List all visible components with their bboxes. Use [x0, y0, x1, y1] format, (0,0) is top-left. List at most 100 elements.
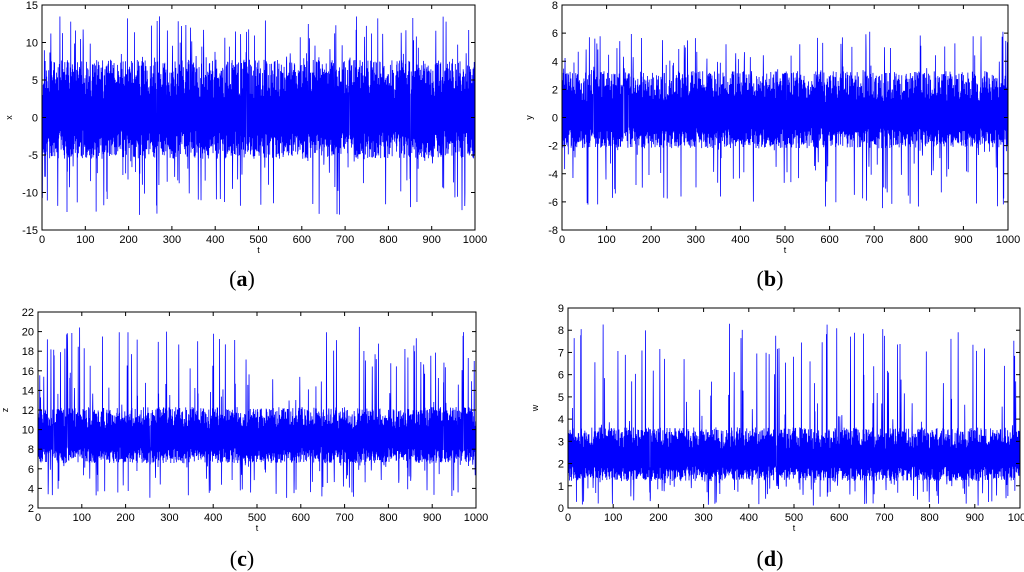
- x-tick-label: 300: [694, 512, 712, 524]
- y-axis-label: w: [530, 404, 540, 412]
- x-tick-label: 1000: [463, 234, 487, 246]
- y-tick-label: 14: [22, 385, 34, 397]
- x-tick-label: 100: [597, 234, 615, 246]
- x-tick-label: 400: [731, 234, 749, 246]
- y-tick-label: -15: [22, 225, 38, 237]
- y-tick-label: 5: [558, 392, 564, 404]
- series-line-y: [561, 31, 1009, 209]
- y-tick-label: 2: [28, 503, 34, 515]
- x-tick-label: 600: [292, 512, 310, 524]
- x-tick-label: 700: [865, 234, 883, 246]
- y-tick-label: -6: [548, 197, 558, 209]
- x-tick-label: 700: [875, 512, 893, 524]
- x-tick-label: 400: [206, 234, 224, 246]
- x-tick-label: 500: [785, 512, 803, 524]
- caption-c: (c): [229, 546, 255, 571]
- x-tick-label: 900: [954, 234, 972, 246]
- x-tick-label: 200: [119, 234, 137, 246]
- x-tick-label: 700: [336, 234, 354, 246]
- x-tick-label: 0: [39, 234, 45, 246]
- y-tick-label: 2: [558, 459, 564, 471]
- chart-c-svg: 0 100 200 300 400 500 600 700 800 900 1000 2 4 6 8 10 12…: [0, 307, 488, 533]
- x-tick-label: 900: [966, 512, 984, 524]
- x-tick-label: 1000: [996, 234, 1020, 246]
- y-tick-label: -4: [548, 169, 558, 181]
- x-tick-label: 300: [687, 234, 705, 246]
- y-tick-label: 1: [558, 481, 564, 493]
- x-tick-label: 800: [379, 512, 397, 524]
- y-tick-label: 16: [22, 366, 34, 378]
- x-tick-label: 300: [160, 512, 178, 524]
- series-line-x: [41, 16, 476, 215]
- x-tick-label: 800: [379, 234, 397, 246]
- y-tick-label: -5: [28, 150, 38, 162]
- y-tick-label: 7: [558, 347, 564, 359]
- chart-panel-b: 0 100 200 300 400 500 600 700 800 900 1000 -8 -6 -4 -2…: [520, 0, 1020, 255]
- y-tick-label: 0: [32, 113, 38, 125]
- y-tick-label: 6: [552, 28, 558, 40]
- y-tick-label: 10: [26, 38, 38, 50]
- y-tick-label: 3: [558, 436, 564, 448]
- x-tick-label: 0: [565, 512, 571, 524]
- chart-a-svg: 0 100 200 300 400 500 600 700 800 900 1000-15-10-5…: [4, 0, 487, 255]
- x-tick-label: 0: [559, 234, 565, 246]
- x-tick-label: 200: [642, 234, 660, 246]
- series-line-w: [567, 323, 1021, 506]
- x-tick-label: 0: [35, 512, 41, 524]
- x-tick-label: 100: [76, 234, 94, 246]
- x-tick-label: 800: [910, 234, 928, 246]
- x-tick-label: 400: [740, 512, 758, 524]
- y-tick-label: 9: [558, 303, 564, 315]
- y-tick-label: 22: [22, 307, 34, 319]
- x-tick-label: 300: [163, 234, 181, 246]
- chart-panel-c: 0 100 200 300 400 500 600 700 800 900 1000 2 4 6 8 10 12…: [0, 296, 500, 536]
- chart-d-svg: 0 100 200 300 400 500 600 700 800 900 1000 0 1 2 3 4 5 6 7…: [530, 303, 1024, 533]
- y-tick-label: 0: [558, 503, 564, 515]
- x-tick-label: 1000: [464, 512, 488, 524]
- y-tick-label: 6: [28, 464, 34, 476]
- x-tick-label: 200: [116, 512, 134, 524]
- y-axis-label: z: [0, 407, 10, 412]
- x-tick-label: 600: [830, 512, 848, 524]
- x-tick-label: 1000: [1008, 512, 1024, 524]
- y-tick-label: 2: [552, 84, 558, 96]
- caption-a: (a): [229, 266, 255, 291]
- y-tick-label: 0: [552, 113, 558, 125]
- y-tick-label: 8: [552, 0, 558, 12]
- caption-d: (d): [756, 546, 784, 571]
- y-axis-label: x: [4, 115, 14, 120]
- x-axis-label: t: [257, 245, 260, 255]
- x-tick-label: 700: [335, 512, 353, 524]
- chart-b-svg: 0 100 200 300 400 500 600 700 800 900 1000 -8 -6 -4 -2…: [524, 0, 1020, 255]
- y-tick-label: 18: [22, 346, 34, 358]
- x-axis-label: t: [256, 523, 259, 533]
- y-tick-label: 8: [28, 444, 34, 456]
- x-tick-label: 500: [248, 512, 266, 524]
- chart-panel-a: 0 100 200 300 400 500 600 700 800 900 1000 -15 -10 -5…: [0, 0, 500, 255]
- caption-b: (b): [756, 266, 784, 291]
- x-tick-label: 500: [776, 234, 794, 246]
- y-tick-label: -8: [548, 225, 558, 237]
- series-line-z: [37, 326, 477, 498]
- x-tick-label: 900: [423, 512, 441, 524]
- x-tick-label: 600: [293, 234, 311, 246]
- y-tick-label: 4: [558, 414, 564, 426]
- y-tick-label: 15: [26, 0, 38, 12]
- y-tick-label: 12: [22, 405, 34, 417]
- y-tick-label: 4: [28, 483, 34, 495]
- y-tick-label: 6: [558, 370, 564, 382]
- y-tick-label: -2: [548, 141, 558, 153]
- y-tick-label: -10: [22, 188, 38, 200]
- x-tick-label: 900: [423, 234, 441, 246]
- y-tick-label: 20: [22, 327, 34, 339]
- y-tick-label: 5: [32, 75, 38, 87]
- x-tick-label: 500: [249, 234, 267, 246]
- x-axis-label: t: [784, 245, 787, 255]
- y-tick-label: 10: [22, 425, 34, 437]
- x-tick-label: 100: [604, 512, 622, 524]
- x-axis-label: t: [793, 523, 796, 533]
- y-tick-label: 8: [558, 325, 564, 337]
- y-axis-label: y: [524, 115, 534, 120]
- x-tick-label: 400: [204, 512, 222, 524]
- x-tick-label: 600: [820, 234, 838, 246]
